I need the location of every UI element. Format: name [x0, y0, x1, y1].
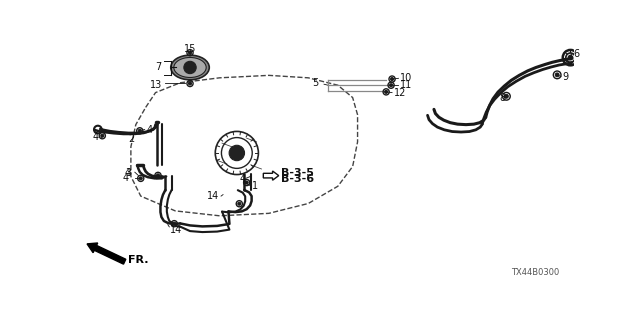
Text: 4: 4	[92, 132, 99, 142]
Circle shape	[173, 222, 176, 225]
Circle shape	[188, 51, 191, 54]
Text: 1: 1	[252, 181, 258, 191]
Text: 8: 8	[499, 93, 506, 103]
Text: 10: 10	[399, 73, 412, 83]
Text: 7: 7	[156, 62, 162, 72]
Circle shape	[504, 94, 508, 98]
Circle shape	[245, 181, 248, 184]
Circle shape	[556, 73, 559, 77]
Circle shape	[390, 84, 392, 87]
Circle shape	[568, 55, 573, 60]
Ellipse shape	[171, 55, 209, 80]
Circle shape	[385, 90, 388, 93]
Circle shape	[229, 145, 244, 161]
Text: 4: 4	[239, 174, 245, 184]
Circle shape	[390, 77, 394, 81]
Circle shape	[184, 61, 196, 74]
Text: 14: 14	[207, 191, 220, 201]
Text: 13: 13	[150, 80, 162, 91]
Text: B-3-6: B-3-6	[281, 174, 314, 184]
Circle shape	[237, 202, 241, 205]
Text: 3: 3	[125, 168, 132, 179]
Circle shape	[100, 134, 104, 137]
Text: 5: 5	[312, 78, 318, 88]
Circle shape	[138, 129, 141, 132]
Text: 15: 15	[184, 44, 196, 54]
Text: B-3-5: B-3-5	[281, 168, 314, 178]
Circle shape	[139, 177, 142, 180]
Text: TX44B0300: TX44B0300	[511, 268, 559, 277]
Text: 6: 6	[573, 49, 580, 59]
Text: 4: 4	[125, 168, 131, 178]
Text: 4: 4	[122, 172, 129, 183]
Ellipse shape	[174, 58, 206, 77]
Text: 14: 14	[170, 225, 182, 235]
Circle shape	[156, 174, 159, 177]
Text: 2: 2	[128, 134, 134, 144]
Text: 11: 11	[399, 80, 412, 90]
Circle shape	[188, 82, 191, 85]
Text: 9: 9	[562, 72, 568, 82]
FancyArrow shape	[87, 243, 126, 264]
Text: 12: 12	[394, 88, 406, 98]
Text: 4: 4	[147, 124, 153, 135]
Text: FR.: FR.	[128, 255, 148, 265]
